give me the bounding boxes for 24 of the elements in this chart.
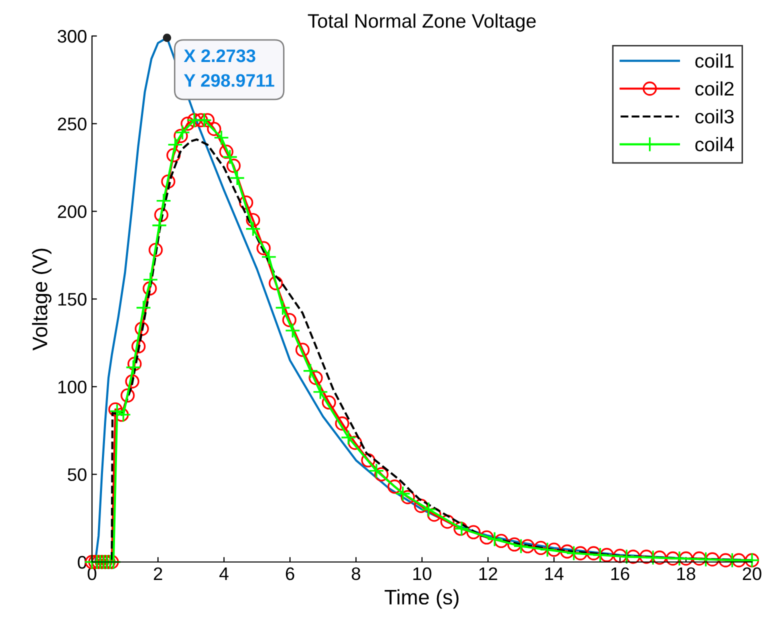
x-tick-label: 18 <box>677 567 696 580</box>
x-tick-label: 10 <box>413 567 432 580</box>
legend-label: coil2 <box>695 81 734 96</box>
x-tick-label: 14 <box>545 568 564 580</box>
legend-label: coil3 <box>695 109 734 124</box>
legend-label: coil4 <box>695 137 734 152</box>
annotation: X 2.2733 Y 298.9711 <box>184 49 274 87</box>
y-axis-title: Voltage (V) <box>32 248 52 350</box>
x-tick-label: 4 <box>219 568 228 580</box>
x-axis-title: Time (s) <box>384 589 459 609</box>
y-tick-label: 150 <box>58 292 86 306</box>
x-tick-label: 2 <box>154 567 162 580</box>
x-tick-label: 20 <box>742 567 762 580</box>
x-tick-label: 6 <box>286 567 294 580</box>
x-tick-label: 16 <box>611 567 630 580</box>
y-tick-label: 300 <box>58 30 86 43</box>
y-tick-label: 50 <box>68 468 86 482</box>
y-tick-label: 100 <box>58 380 86 394</box>
x-tick-label: 8 <box>352 567 360 580</box>
y-tick-label: 250 <box>58 118 86 130</box>
y-tick-label: 200 <box>58 205 86 218</box>
x-tick-label: 12 <box>479 567 498 580</box>
chart-title: Total Normal Zone Voltage <box>308 14 536 32</box>
legend-label: coil1 <box>695 54 734 68</box>
